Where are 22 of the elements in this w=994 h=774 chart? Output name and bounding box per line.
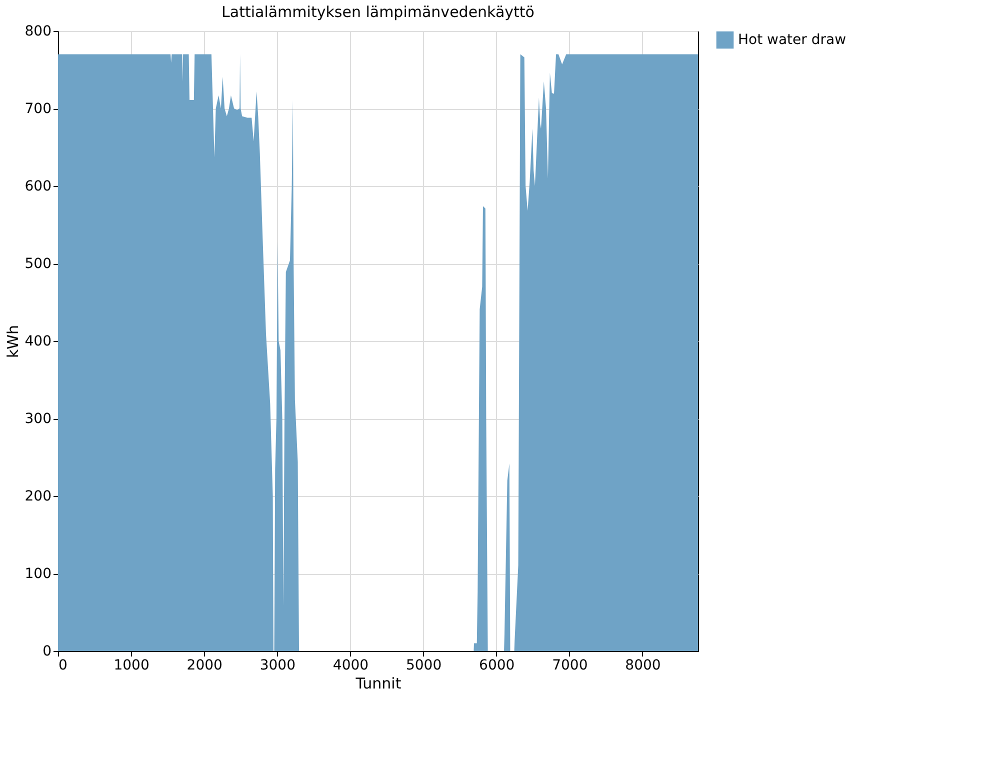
x-tick-label: 6000 [479, 658, 515, 674]
y-tick-label: 700 [24, 101, 52, 117]
y-tick-label: 100 [24, 566, 52, 582]
chart-title: Lattialämmityksen lämpimänvedenkäyttö [222, 3, 534, 21]
legend-label: Hot water draw [738, 32, 846, 48]
y-tick-label: 600 [24, 178, 52, 194]
x-tick-label: 0 [58, 658, 68, 674]
x-tick-label: 3000 [260, 658, 296, 674]
x-tick-label: 4000 [332, 658, 369, 674]
y-tick-label: 500 [24, 256, 52, 272]
y-axis-title: kWh [4, 324, 22, 358]
y-tick-label: 300 [24, 411, 52, 427]
x-tick-label: 1000 [114, 658, 150, 674]
y-tick-label: 400 [24, 334, 52, 350]
x-axis-title: Tunnit [354, 674, 402, 692]
y-tick-label: 800 [24, 24, 52, 40]
y-tick-label: 200 [24, 488, 52, 504]
x-tick-label: 8000 [625, 658, 661, 674]
x-tick-label: 2000 [186, 658, 222, 674]
y-tick-label: 0 [42, 644, 52, 660]
x-tick-label: 7000 [552, 658, 588, 674]
x-tick-label: 5000 [406, 658, 442, 674]
